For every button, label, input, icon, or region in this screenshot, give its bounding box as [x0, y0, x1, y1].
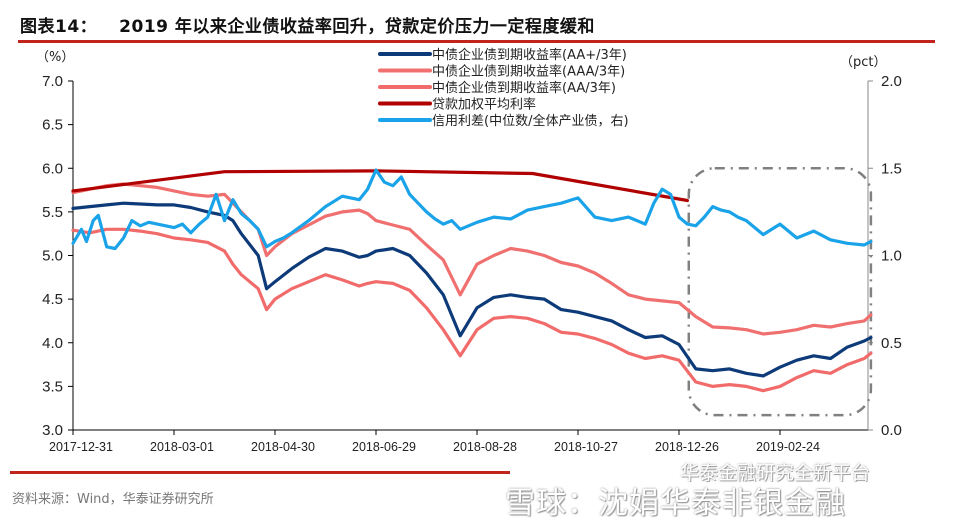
- left-y-tick-label: 3.5: [42, 378, 63, 395]
- series-line: [71, 227, 873, 393]
- right-axis-unit: （pct）: [840, 55, 887, 70]
- x-tick-label: 2019-02-24: [756, 440, 820, 454]
- x-tick-label: 2018-12-26: [655, 440, 719, 454]
- source-note: 资料来源：Wind，华泰证券研究所: [12, 492, 214, 507]
- left-y-tick-label: 6.0: [42, 160, 63, 177]
- right-y-tick-label: 1.5: [881, 160, 902, 177]
- right-y-tick-label: 0.5: [881, 335, 902, 352]
- watermark-line-1: 华泰金融研究全新平台: [680, 462, 871, 484]
- left-y-tick-label: 6.5: [42, 117, 63, 134]
- top-divider: [18, 40, 935, 43]
- series-line: [71, 201, 873, 378]
- highlight-box: [687, 167, 873, 417]
- series-line: [71, 168, 873, 251]
- legend-label: 中债企业债到期收益率(AA+/3年): [432, 47, 627, 63]
- left-y-tick-label: 4.5: [42, 291, 63, 308]
- left-y-tick-label: 7.0: [42, 73, 63, 90]
- x-tick-label: 2017-12-31: [49, 440, 113, 454]
- x-tick-label: 2018-08-28: [453, 440, 517, 454]
- right-y-tick-label: 0.0: [881, 422, 902, 439]
- x-tick-label: 2018-04-30: [251, 440, 315, 454]
- bottom-divider: [10, 471, 510, 474]
- left-y-tick-label: 5.5: [42, 204, 63, 221]
- chart-title: 图表14： 2019 年以来企业债收益率回升，贷款定价压力一定程度缓和: [20, 12, 595, 37]
- legend-label: 中债企业债到期收益率(AA/3年): [432, 80, 616, 96]
- x-tick-label: 2018-03-01: [150, 440, 214, 454]
- left-axis-unit: （%）: [36, 50, 74, 65]
- right-y-tick-label: 2.0: [881, 73, 902, 90]
- right-y-tick-label: 1.0: [881, 248, 902, 265]
- left-y-tick-label: 4.0: [42, 335, 63, 352]
- x-tick-label: 2018-06-29: [352, 440, 416, 454]
- left-y-tick-label: 5.0: [42, 248, 63, 265]
- figure-title-text: 2019 年以来企业债收益率回升，贷款定价压力一定程度缓和: [119, 17, 595, 37]
- x-tick-label: 2018-10-27: [554, 440, 618, 454]
- legend-label: 贷款加权平均利率: [432, 97, 536, 113]
- legend-label: 中债企业债到期收益率(AAA/3年): [432, 64, 625, 80]
- figure-label: 图表14：: [20, 17, 98, 37]
- left-y-tick-label: 3.0: [42, 422, 63, 439]
- watermark-line-2: 雪球：沈娟华泰非银金融: [505, 486, 846, 521]
- legend-label: 信用利差(中位数/全体产业债，右): [432, 113, 629, 129]
